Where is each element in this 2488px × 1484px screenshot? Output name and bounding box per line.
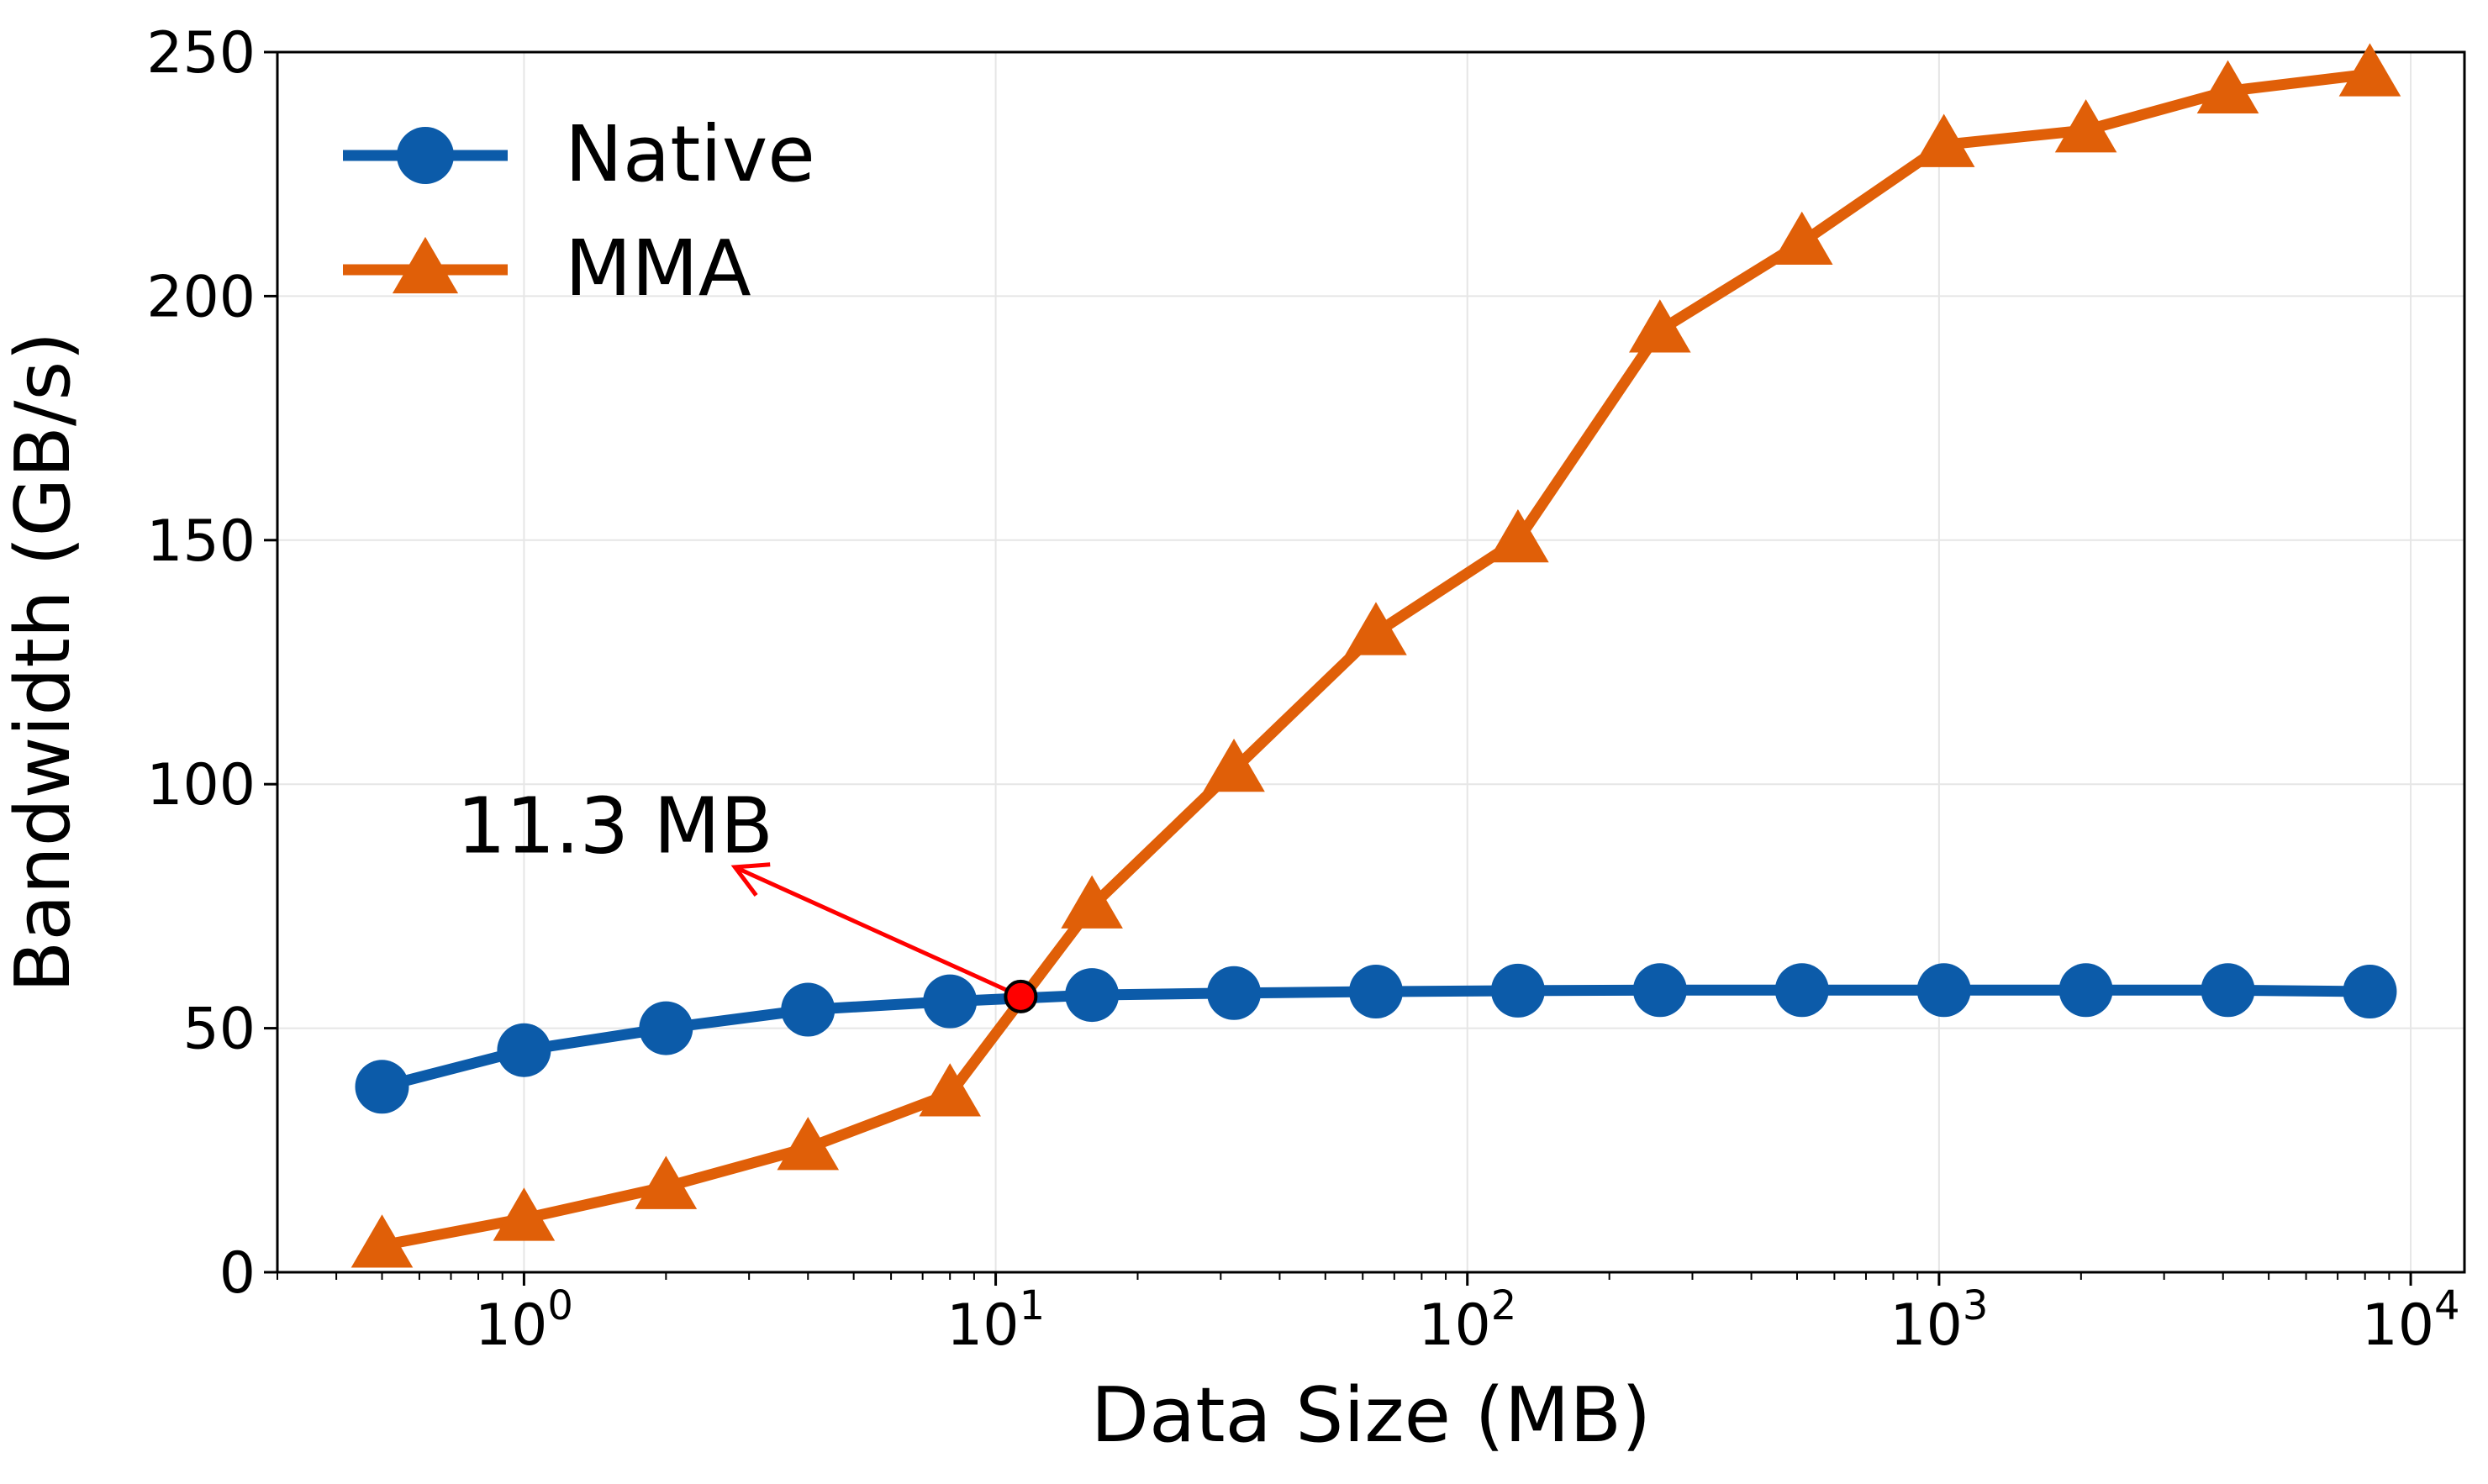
y-axis-title: Bandwidth (GB/s) bbox=[0, 332, 87, 993]
y-tick-label: 150 bbox=[146, 508, 256, 575]
mma-point bbox=[1770, 211, 1833, 266]
x-tick-label: 102 bbox=[1418, 1282, 1516, 1359]
series bbox=[351, 43, 2401, 1268]
legend: Native MMA bbox=[343, 109, 815, 313]
native-point bbox=[1916, 963, 1971, 1018]
x-tick-label: 103 bbox=[1890, 1282, 1988, 1359]
native-point bbox=[2201, 963, 2255, 1018]
native-point bbox=[1065, 968, 1120, 1023]
mma-point bbox=[2196, 60, 2259, 113]
native-point bbox=[1348, 965, 1403, 1019]
annotation-arrow-head bbox=[730, 862, 771, 897]
axes: 100 101 102 103 104 0 50 100 150 200 250 Data Size … bbox=[0, 20, 2466, 1460]
native-point bbox=[639, 1001, 693, 1055]
mma-point bbox=[1629, 299, 1691, 353]
annotation-arrow-shaft bbox=[734, 865, 1022, 999]
mma-point bbox=[1203, 738, 1265, 792]
native-point bbox=[923, 974, 978, 1029]
crossover-point bbox=[1004, 979, 1038, 1013]
native-point bbox=[1632, 963, 1687, 1018]
plot-frame bbox=[276, 50, 2466, 1274]
native-point bbox=[2058, 963, 2113, 1018]
x-tick-label: 101 bbox=[946, 1282, 1045, 1359]
native-point bbox=[355, 1060, 409, 1114]
y-tick-label: 250 bbox=[146, 20, 256, 87]
native-point bbox=[1207, 966, 1262, 1020]
x-tick-label: 100 bbox=[475, 1282, 573, 1359]
x-axis-title: Data Size (MB) bbox=[1091, 1371, 1651, 1460]
annotation-label: 11.3 MB bbox=[456, 781, 773, 871]
mma-point bbox=[493, 1187, 556, 1241]
legend-entry-native: Native bbox=[343, 109, 815, 199]
mma-point bbox=[392, 236, 459, 294]
legend-label: Native bbox=[565, 109, 815, 199]
mma-point bbox=[351, 1214, 414, 1268]
legend-label: MMA bbox=[565, 224, 751, 313]
mma-point bbox=[2338, 43, 2401, 97]
mma-point bbox=[1487, 509, 1549, 563]
y-tick-label: 0 bbox=[219, 1240, 256, 1307]
mma-point bbox=[1061, 875, 1123, 929]
mma-point bbox=[2054, 99, 2117, 153]
annotation: 11.3 MB bbox=[456, 781, 1038, 1013]
native-point bbox=[1774, 963, 1829, 1018]
legend-entry-mma: MMA bbox=[343, 224, 751, 313]
x-tick-label: 104 bbox=[2362, 1282, 2460, 1359]
native-point bbox=[781, 982, 835, 1037]
y-tick-label: 200 bbox=[146, 264, 256, 330]
y-tick-label: 100 bbox=[146, 752, 256, 818]
y-tick-label: 50 bbox=[182, 997, 256, 1063]
native-point bbox=[497, 1023, 551, 1077]
native-point bbox=[1490, 963, 1545, 1018]
mma-point bbox=[919, 1063, 981, 1117]
mma-point bbox=[1345, 602, 1407, 655]
native-point bbox=[2343, 965, 2397, 1019]
mma-point bbox=[635, 1155, 698, 1209]
native-point bbox=[397, 127, 454, 184]
mma-point bbox=[1912, 113, 1975, 167]
mma-point bbox=[777, 1117, 840, 1171]
